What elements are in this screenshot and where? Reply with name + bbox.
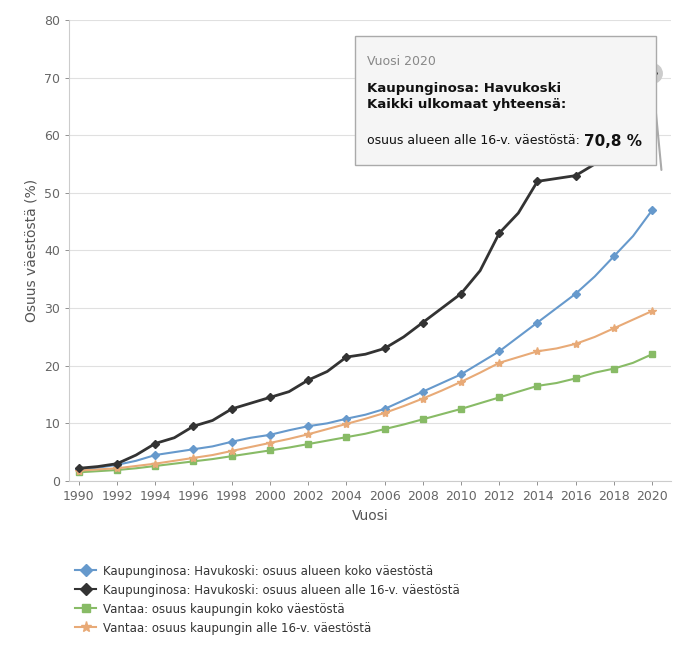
Y-axis label: Osuus väestöstä (%): Osuus väestöstä (%) <box>25 179 39 322</box>
Text: Vuosi 2020: Vuosi 2020 <box>367 55 436 67</box>
FancyBboxPatch shape <box>355 36 656 165</box>
Text: osuus alueen alle 16-v. väestöstä:: osuus alueen alle 16-v. väestöstä: <box>367 134 584 147</box>
Legend: Kaupunginosa: Havukoski: osuus alueen koko väestöstä, Kaupunginosa: Havukoski: o: Kaupunginosa: Havukoski: osuus alueen ko… <box>75 565 460 635</box>
Text: 70,8 %: 70,8 % <box>584 134 642 149</box>
X-axis label: Vuosi: Vuosi <box>352 508 389 522</box>
Text: Kaupunginosa: Havukoski
Kaikki ulkomaat yhteensä:: Kaupunginosa: Havukoski Kaikki ulkomaat … <box>367 82 567 112</box>
